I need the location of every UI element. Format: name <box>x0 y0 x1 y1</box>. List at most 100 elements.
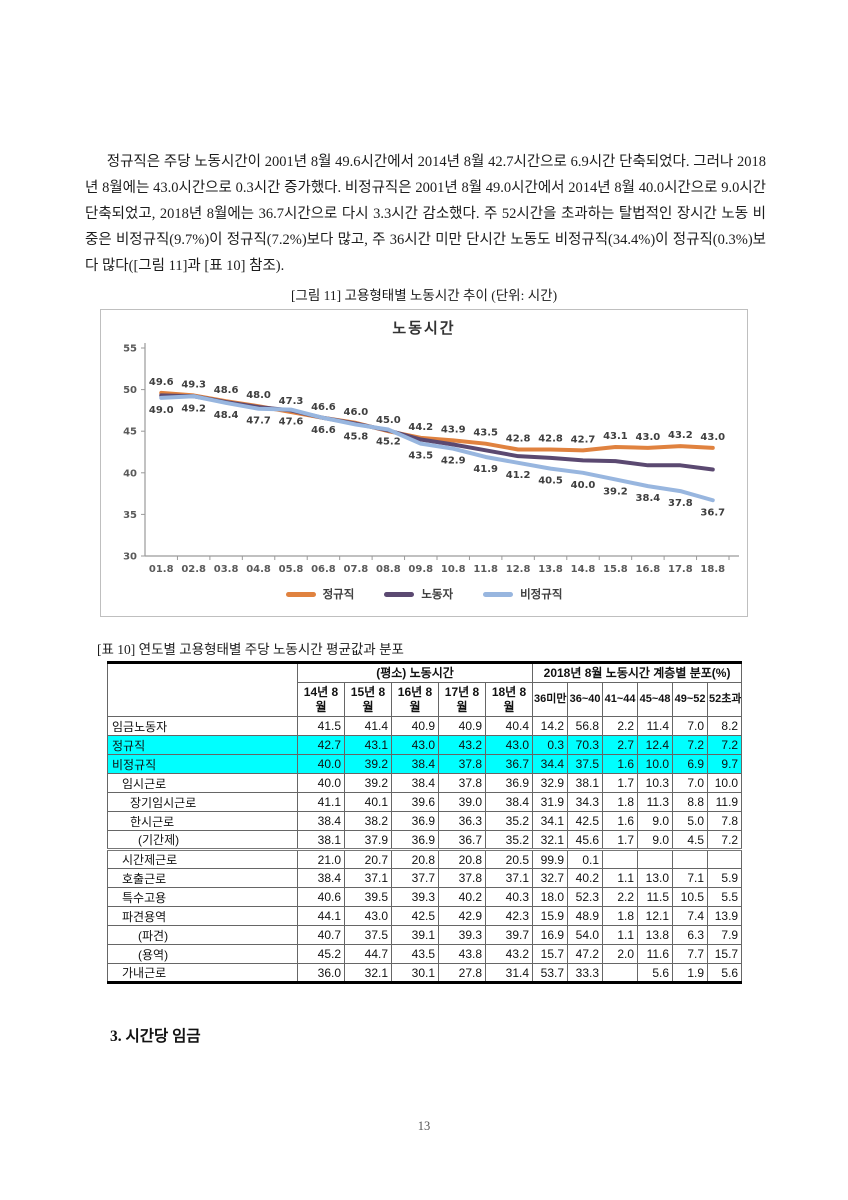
row-label: 호출근로 <box>107 868 298 889</box>
table-cell: 36.0 <box>297 963 345 984</box>
legend-item: 노동자 <box>384 586 453 602</box>
table-cell: 45.2 <box>297 944 345 965</box>
table-column-header: 15년 8월 <box>344 682 392 718</box>
table-cell: 6.3 <box>672 925 709 946</box>
table-row: 호출근로 38.4 37.1 37.7 37.8 37.1 32.7 40.2 1.1 13.0 7… <box>107 868 743 889</box>
table-row: (기간제) 38.1 37.9 36.9 36.7 35.2 32.1 45.6 1.7 9.0 4… <box>107 830 743 851</box>
table-cell: 39.0 <box>438 792 486 813</box>
row-label: 시간제근로 <box>107 848 298 870</box>
table-cell: 8.2 <box>707 716 743 737</box>
series-line <box>159 394 715 503</box>
data-label: 36.7 <box>700 507 725 518</box>
table-cell: 34.4 <box>532 754 569 775</box>
x-tick-label: 13.8 <box>538 564 563 575</box>
table-cell: 37.8 <box>438 773 486 794</box>
table-cell: 53.7 <box>532 963 569 984</box>
table-cell <box>602 848 639 870</box>
table-cell: 1.1 <box>602 868 639 889</box>
legend-label: 노동자 <box>421 589 454 601</box>
table-cell: 47.2 <box>567 944 604 965</box>
table-cell: 7.2 <box>707 735 743 756</box>
data-label: 42.7 <box>571 434 596 445</box>
table-cell: 45.6 <box>567 830 604 851</box>
table-cell: 43.8 <box>438 944 486 965</box>
table-cell: 2.2 <box>602 716 639 737</box>
data-label: 43.0 <box>636 432 661 443</box>
table-cell: 34.1 <box>532 811 569 832</box>
legend-swatch <box>483 591 514 597</box>
x-tick-label: 04.8 <box>246 564 271 575</box>
table-cell: 7.2 <box>672 735 709 756</box>
table-cell: 38.4 <box>391 773 439 794</box>
table-cell: 33.3 <box>567 963 604 984</box>
row-label: 가내근로 <box>107 963 298 984</box>
table-cell: 37.8 <box>438 754 486 775</box>
figure-caption: [그림 11] 고용형태별 노동시간 추이 (단위: 시간) <box>290 288 558 303</box>
table-column-header: 45~48 <box>637 682 674 718</box>
table-cell: 13.8 <box>637 925 674 946</box>
table-cell: 10.0 <box>707 773 743 794</box>
x-tick-label: 18.8 <box>700 564 725 575</box>
table-cell: 38.1 <box>567 773 604 794</box>
data-label: 49.3 <box>181 379 206 390</box>
table-cell: 54.0 <box>567 925 604 946</box>
table-cell: 7.0 <box>672 773 709 794</box>
legend-item: 비정규직 <box>483 586 562 602</box>
table-cell: 40.3 <box>484 887 534 908</box>
table-row: 특수고용 40.6 39.5 39.3 40.2 40.3 18.0 52.3 2.2 11.5 1… <box>107 887 743 908</box>
row-label: 한시근로 <box>107 811 298 832</box>
y-tick-label: 30 <box>123 552 137 563</box>
table-cell: 7.7 <box>672 944 709 965</box>
table-cell: 32.7 <box>532 868 569 889</box>
table-cell: 1.7 <box>602 773 639 794</box>
table-cell: 36.9 <box>391 830 439 851</box>
table-cell: 7.8 <box>707 811 743 832</box>
table-cell: 38.4 <box>391 754 439 775</box>
table-caption: [표 10] 연도별 고용형태별 주당 노동시간 평균값과 분포 <box>97 642 404 657</box>
table-cell: 36.7 <box>484 754 534 775</box>
table-cell: 9.7 <box>707 754 743 775</box>
chart-legend: 정규직 노동자 비정규직 <box>101 586 747 602</box>
table-cell: 16.9 <box>532 925 569 946</box>
table-cell: 42.5 <box>567 811 604 832</box>
table-cell: 39.6 <box>391 792 439 813</box>
x-tick-label: 09.8 <box>408 564 433 575</box>
x-tick-label: 17.8 <box>668 564 693 575</box>
data-label: 41.9 <box>473 464 498 475</box>
table-cell: 40.1 <box>344 792 392 813</box>
table-cell: 0.3 <box>532 735 569 756</box>
table-cell: 2.7 <box>602 735 639 756</box>
section-heading: 3. 시간당 임금 <box>110 1028 201 1045</box>
table-cell: 27.8 <box>438 963 486 984</box>
row-label: 파견용역 <box>107 906 298 927</box>
table-cell: 31.9 <box>532 792 569 813</box>
table-cell: 7.4 <box>672 906 709 927</box>
data-label: 43.9 <box>441 424 466 435</box>
data-label: 42.8 <box>506 434 531 445</box>
data-label: 48.6 <box>214 385 239 396</box>
table-row: 임금노동자 41.5 41.4 40.9 40.9 40.4 14.2 56.8 2.2 11.4… <box>107 716 743 737</box>
data-label: 45.0 <box>376 415 401 426</box>
table-cell: 10.3 <box>637 773 674 794</box>
table-row: 정규직 42.7 43.1 43.0 43.2 43.0 0.3 70.3 2.7 12.4 7.2… <box>107 735 743 756</box>
table-cell: 1.8 <box>602 792 639 813</box>
line-chart: 노동시간 30 35 40 45 50 55 01.8 02.8 03.8 04.8 05.8 06.… <box>100 309 748 617</box>
page-number: 13 <box>417 1119 431 1133</box>
table-column-header: 49~52 <box>672 682 709 718</box>
table-cell: 36.9 <box>391 811 439 832</box>
table-cell: 32.1 <box>344 963 392 984</box>
x-tick-label: 01.8 <box>149 564 174 575</box>
table-header-row: 14년 8월 15년 8월 16년 8월 17년 8월 18년 8월 36미만 36~40 4… <box>108 682 743 718</box>
table-cell: 38.1 <box>297 830 345 851</box>
table-cell: 39.5 <box>344 887 392 908</box>
table-cell: 11.6 <box>637 944 674 965</box>
table-cell: 20.7 <box>344 848 392 870</box>
table-cell: 5.6 <box>707 963 743 984</box>
row-label: 임시근로 <box>107 773 298 794</box>
table-cell: 41.1 <box>297 792 345 813</box>
table-group-header: 2018년 8월 노동시간 계층별 분포(%) <box>532 661 743 684</box>
data-label: 42.8 <box>538 434 563 445</box>
table-cell: 32.9 <box>532 773 569 794</box>
table-cell: 38.4 <box>297 868 345 889</box>
table-cell: 43.1 <box>344 735 392 756</box>
